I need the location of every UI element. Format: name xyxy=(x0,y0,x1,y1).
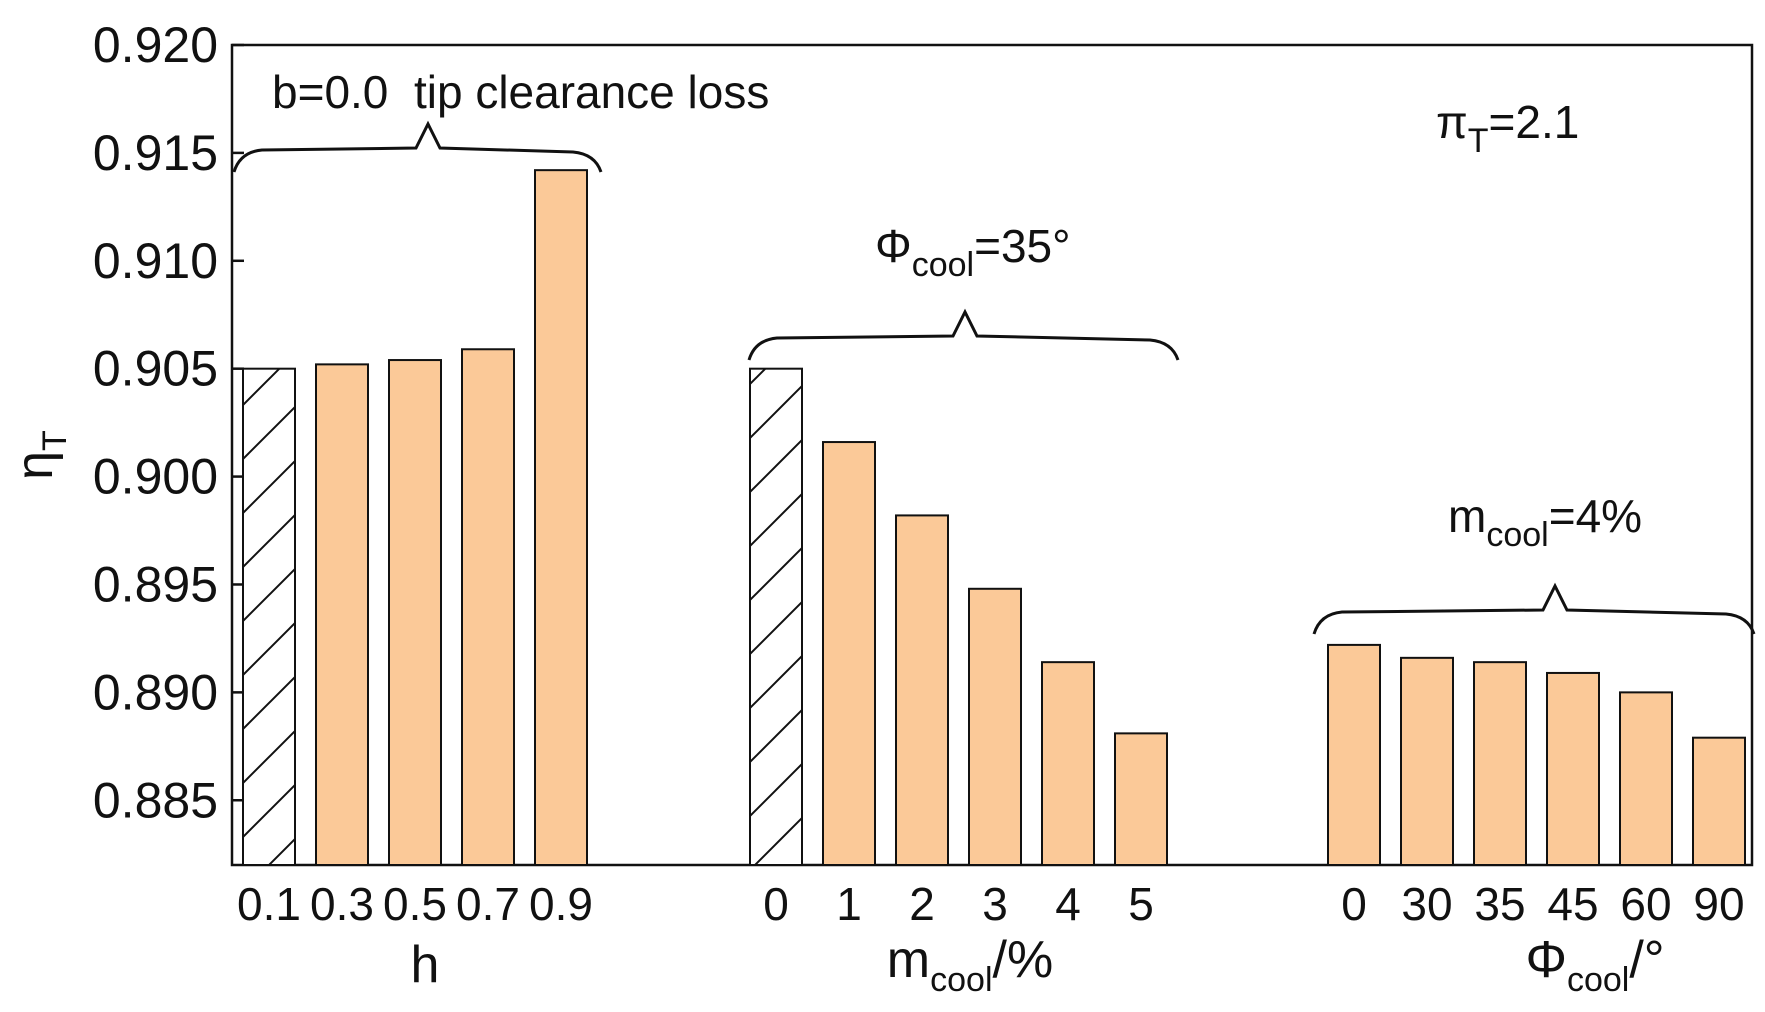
x-tick-label-phicool: 45 xyxy=(1547,878,1598,930)
x-tick-label-h: 0.7 xyxy=(456,878,520,930)
x-tick-label-h: 0.5 xyxy=(383,878,447,930)
x-tick-label-phicool: 60 xyxy=(1620,878,1671,930)
x-tick-label-h: 0.1 xyxy=(237,878,301,930)
pressure-ratio-label: πT=2.1 xyxy=(1436,96,1579,160)
bar-h-0.7 xyxy=(461,348,515,866)
bar-phicool-90 xyxy=(1692,736,1746,866)
bar-h-0.3 xyxy=(315,363,369,866)
y-tick-label: 0.890 xyxy=(93,664,218,720)
bars-layer xyxy=(242,169,1746,867)
brace-h xyxy=(232,120,603,173)
bar-mcool-2 xyxy=(895,514,949,867)
annotation-phi-cool: Φcool=35° xyxy=(875,220,1071,284)
y-tick-label: 0.915 xyxy=(93,125,218,181)
y-tick-label: 0.895 xyxy=(93,556,218,612)
x-tick-label-h: 0.3 xyxy=(310,878,374,930)
annotation-tip-clearance: b=0.0 tip clearance loss xyxy=(272,66,769,118)
x-tick-label-phicool: 0 xyxy=(1341,878,1367,930)
y-tick-label: 0.885 xyxy=(93,772,218,828)
bar-h-0.1 xyxy=(242,367,296,866)
y-axis: 0.885 0.890 0.895 0.900 0.905 0.910 0.915 0.920 xyxy=(93,17,244,828)
x-axis: 0.1 0.3 0.5 0.7 0.9 0 1 2 3 4 5 0 30 35 45 60 90 xyxy=(237,878,1745,930)
bar-phicool-0 xyxy=(1327,643,1381,866)
x-tick-label-mcool: 1 xyxy=(836,878,862,930)
x-tick-label-mcool: 0 xyxy=(763,878,789,930)
annotation-m-cool: mcool=4% xyxy=(1448,490,1642,554)
x-tick-label-mcool: 3 xyxy=(982,878,1008,930)
y-tick-label: 0.905 xyxy=(93,341,218,397)
y-tick-label: 0.920 xyxy=(93,17,218,73)
x-tick-label-h: 0.9 xyxy=(529,878,593,930)
y-tick-label: 0.910 xyxy=(93,233,218,289)
bar-h-0.9 xyxy=(534,169,588,866)
group-braces xyxy=(232,120,1756,635)
bar-mcool-0 xyxy=(749,367,803,866)
x-axis-title-h: h xyxy=(411,936,440,994)
bar-phicool-60 xyxy=(1619,691,1673,866)
bar-mcool-5 xyxy=(1114,732,1168,866)
x-tick-label-mcool: 4 xyxy=(1055,878,1081,930)
y-axis-title: ηT xyxy=(6,430,74,480)
x-tick-label-phicool: 90 xyxy=(1693,878,1744,930)
y-tick-label: 0.900 xyxy=(93,449,218,505)
bar-phicool-30 xyxy=(1400,656,1454,866)
x-axis-title-mcool: mcool/% xyxy=(887,931,1053,999)
x-tick-label-mcool: 5 xyxy=(1128,878,1154,930)
bar-phicool-45 xyxy=(1546,671,1600,867)
x-tick-label-phicool: 30 xyxy=(1401,878,1452,930)
x-tick-label-mcool: 2 xyxy=(909,878,935,930)
bar-mcool-1 xyxy=(822,441,876,866)
bar-mcool-3 xyxy=(968,587,1022,867)
bar-mcool-4 xyxy=(1041,661,1095,866)
brace-phicool xyxy=(1312,582,1756,635)
brace-mcool xyxy=(747,308,1180,361)
x-tick-label-phicool: 35 xyxy=(1474,878,1525,930)
bar-phicool-35 xyxy=(1473,661,1527,866)
bar-h-0.5 xyxy=(388,359,442,866)
x-axis-title-phicool: Φcool/° xyxy=(1525,931,1664,999)
